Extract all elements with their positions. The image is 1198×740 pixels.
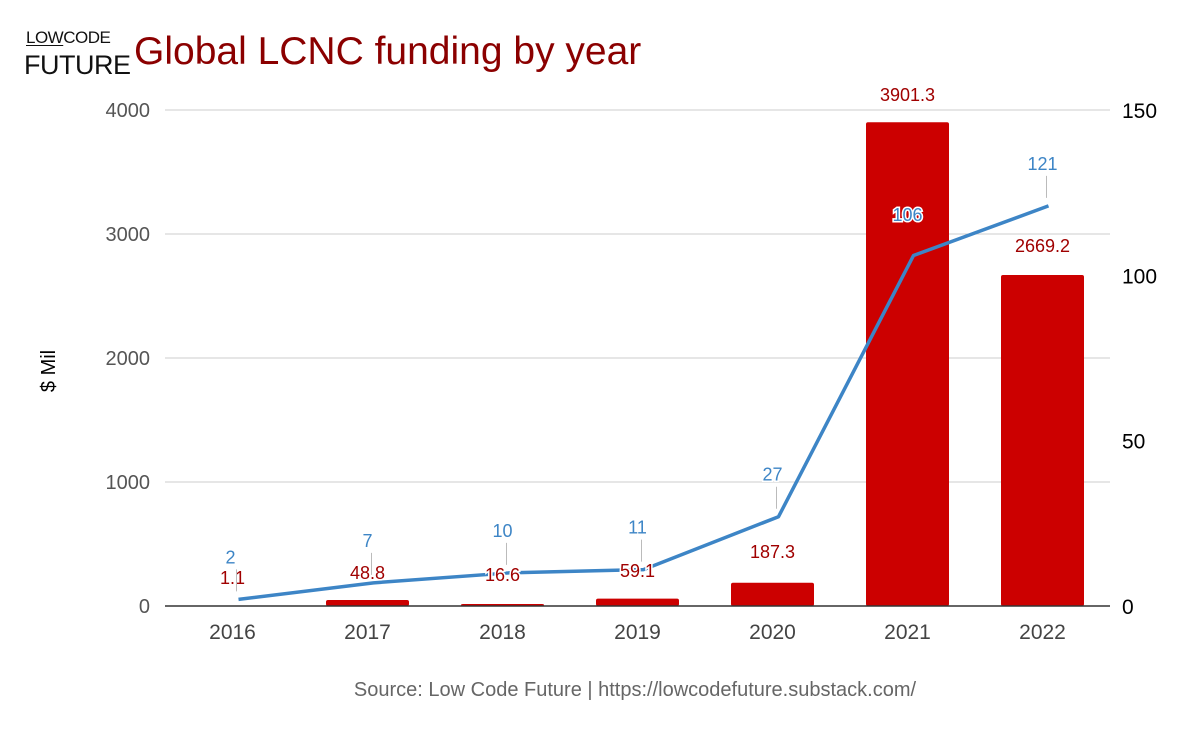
bar-value-label: 48.8	[350, 563, 385, 583]
y2-tick-label: 0	[1122, 596, 1134, 619]
x-tick-label: 2022	[1019, 621, 1066, 644]
line-value-label: 11	[628, 518, 647, 538]
y-tick-label: 0	[139, 596, 150, 618]
line-value-label: 106	[892, 205, 922, 225]
line-value-label: 121	[1027, 154, 1057, 174]
logo: LOWCODE FUTURE	[24, 28, 131, 84]
x-tick-label: 2017	[344, 621, 391, 644]
bar-value-label: 3901.3	[880, 85, 935, 105]
x-tick-label: 2020	[749, 621, 796, 644]
y-tick-label: 3000	[106, 224, 151, 246]
line-value-label: 7	[362, 531, 372, 551]
y-axis-label: $ Mil	[38, 350, 60, 392]
gridlines	[165, 109, 1110, 483]
bar	[1001, 275, 1084, 606]
bar-value-label: 187.3	[750, 542, 795, 562]
deals-line	[238, 204, 1050, 602]
line-value-label: 10	[492, 521, 512, 541]
y2-tick-label: 100	[1122, 265, 1157, 288]
bar-value-label: 1.1	[220, 568, 245, 588]
bar	[866, 122, 949, 606]
y2-tick-label: 150	[1122, 100, 1157, 123]
y-tick-label: 2000	[106, 348, 151, 370]
bar-value-label: 59.1	[620, 561, 655, 581]
logo-line-1: LOWCODE	[26, 28, 111, 47]
x-tick-label: 2018	[479, 621, 526, 644]
axes: 0 1000 2000 3000 4000 0 50 100 150 2016 2017 2018 20…	[106, 100, 1158, 644]
source-note: Source: Low Code Future | https://lowcod…	[353, 679, 917, 701]
x-tick-label: 2021	[884, 621, 931, 644]
bar-value-label: 2669.2	[1015, 236, 1070, 256]
chart-title: Global LCNC funding by year	[134, 30, 642, 73]
line-value-label: 27	[762, 465, 782, 485]
bar	[326, 599, 409, 606]
x-tick-label: 2016	[209, 621, 256, 644]
bar-series	[191, 122, 1084, 606]
bar	[731, 582, 814, 606]
x-tick-label: 2019	[614, 621, 661, 644]
logo-line-2: FUTURE	[24, 50, 131, 80]
y-tick-label: 1000	[106, 472, 151, 494]
bar	[596, 598, 679, 606]
y-tick-label: 4000	[106, 100, 151, 122]
line-series	[238, 204, 1050, 602]
y2-tick-label: 50	[1122, 431, 1145, 454]
line-value-label: 2	[225, 547, 235, 567]
bar-value-label: 16.6	[485, 565, 520, 585]
